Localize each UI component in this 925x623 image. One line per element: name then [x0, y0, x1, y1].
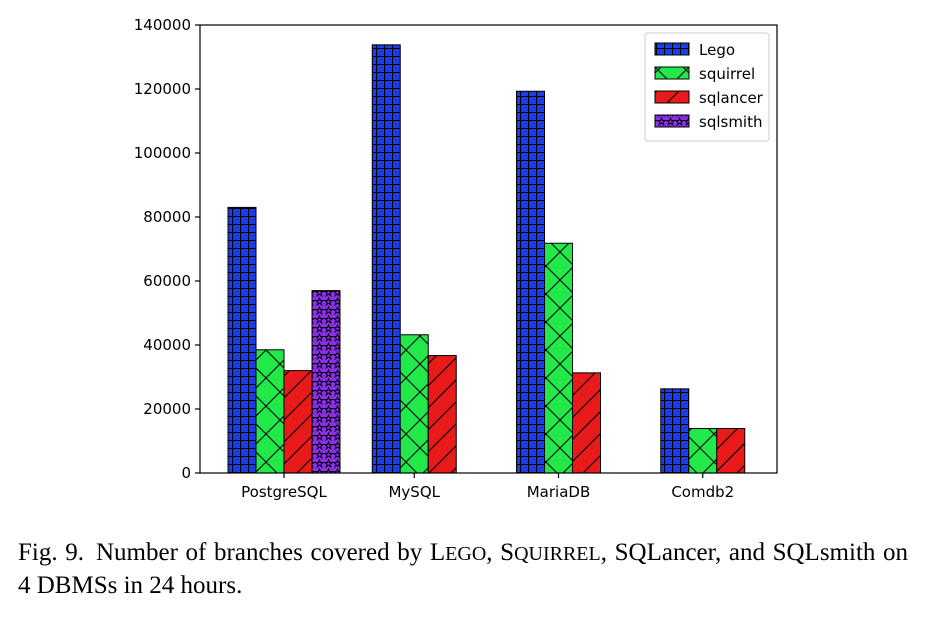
- caption-lego-initial: L: [429, 539, 446, 566]
- y-tick-label: 140000: [134, 16, 191, 34]
- bar-chart: 0 20000 40000 60000 80000 100000 120000 140000 P…: [134, 16, 778, 501]
- caption-text-1: Number of branches covered by: [96, 539, 430, 566]
- caption-label: Fig. 9.: [18, 539, 84, 566]
- caption-text-3: , SQLancer, and SQLsmith on 4 DBMSs in 2…: [18, 539, 909, 599]
- legend-box: [644, 32, 770, 142]
- bar-sqlancer-mysql-hatch: [427, 355, 457, 474]
- legend-label-squirrel: squirrel: [699, 65, 755, 83]
- chart-svg: 0 20000 40000 60000 80000 100000 120000 140000 P…: [134, 16, 778, 501]
- caption-text-2: ,: [486, 539, 501, 566]
- bar-lego-comdb2-hatch: [660, 388, 690, 474]
- y-tick-label: 0: [181, 464, 191, 482]
- caption-squirrel-rest: QUIRREL: [514, 543, 601, 565]
- caption-squirrel-initial: S: [500, 539, 515, 566]
- caption-lego-rest: EGO: [445, 543, 487, 565]
- y-tick-label: 40000: [143, 336, 191, 354]
- legend-label-sqlancer: sqlancer: [699, 89, 764, 107]
- bar-lego-mariadb-hatch: [516, 90, 545, 474]
- figure-caption: Fig. 9. Number of branches covered by LEG…: [18, 537, 908, 601]
- bar-squirrel-mysql-hatch: [399, 334, 429, 474]
- bar-sqlsmith-postgresql-hatch: [311, 290, 341, 474]
- legend-label-lego: Lego: [699, 41, 735, 59]
- x-tick-label: PostgreSQL: [241, 483, 327, 501]
- x-tick-label: Comdb2: [671, 483, 734, 501]
- plot-frame: [199, 24, 778, 474]
- y-tick-label: 100000: [134, 144, 191, 162]
- legend-swatch-lego-hatch: [654, 42, 690, 56]
- y-tick-label: 60000: [143, 272, 191, 290]
- x-tick-label: MariaDB: [527, 483, 591, 501]
- bar-squirrel-mariadb-hatch: [544, 242, 573, 474]
- x-tick-label: MySQL: [388, 483, 440, 501]
- y-tick-label: 80000: [143, 208, 191, 226]
- bar-squirrel-postgresql-hatch: [255, 349, 285, 474]
- bar-sqlancer-comdb2-hatch: [716, 428, 746, 474]
- bar-squirrel-comdb2-hatch: [688, 428, 718, 474]
- y-tick-label: 120000: [134, 80, 191, 98]
- y-tick-label: 20000: [143, 400, 191, 418]
- bar-sqlancer-mariadb-hatch: [572, 372, 601, 474]
- bar-sqlancer-postgresql-hatch: [283, 370, 313, 474]
- legend-swatch-sqlsmith-hatch: [654, 114, 690, 128]
- legend-swatch-squirrel-hatch: [654, 66, 690, 80]
- legend-swatch-sqlancer-hatch: [654, 90, 690, 104]
- bar-lego-mysql-hatch: [371, 44, 401, 474]
- legend-label-sqlsmith: sqlsmith: [699, 113, 763, 131]
- bar-lego-postgresql-hatch: [227, 206, 257, 474]
